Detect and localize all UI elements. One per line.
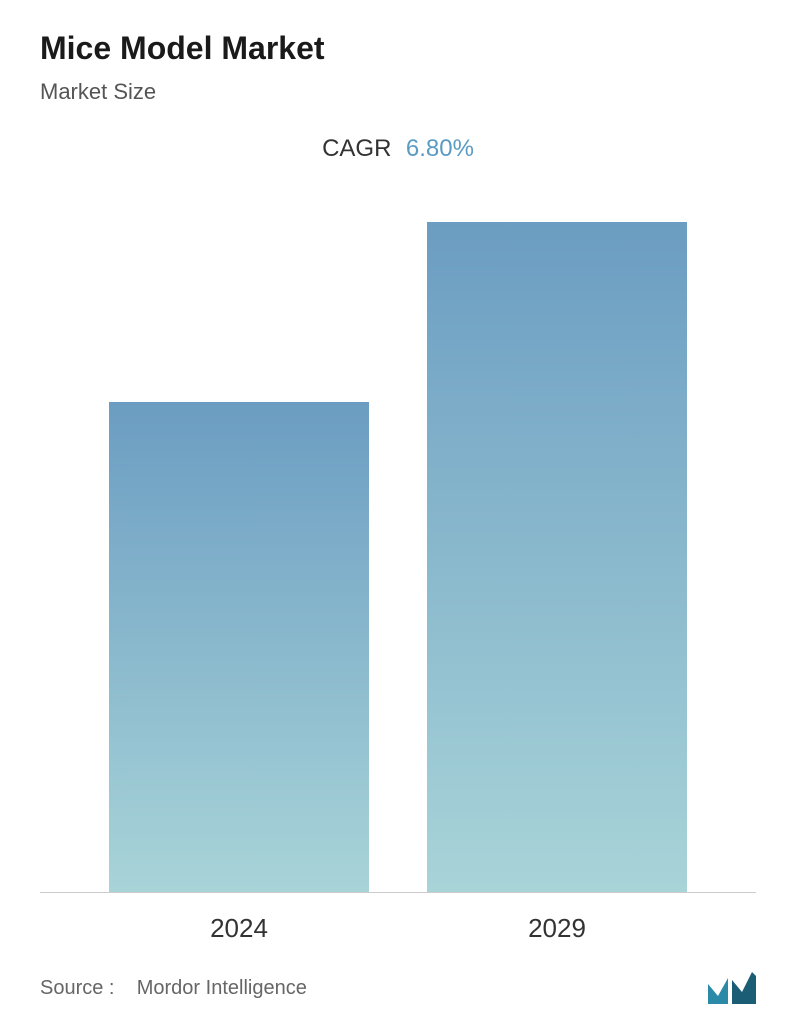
- mordor-logo-icon: [708, 972, 756, 1004]
- bar-wrapper: [99, 402, 379, 892]
- source-attribution: Source : Mordor Intelligence: [40, 977, 307, 1000]
- x-axis-labels: 2024 2029: [40, 893, 756, 944]
- cagr-value: 6.80%: [406, 135, 474, 162]
- x-axis-label: 2024: [99, 913, 379, 944]
- cagr-container: CAGR 6.80%: [40, 135, 756, 163]
- cagr-label: CAGR: [322, 135, 391, 162]
- source-label: Source :: [40, 977, 114, 999]
- chart-bar: [109, 402, 369, 892]
- source-name: Mordor Intelligence: [137, 977, 307, 999]
- chart-bar: [427, 222, 687, 892]
- bar-wrapper: [417, 222, 697, 892]
- chart-title: Mice Model Market: [40, 30, 756, 67]
- chart-subtitle: Market Size: [40, 79, 756, 105]
- bar-chart: [40, 223, 756, 893]
- chart-footer: Source : Mordor Intelligence: [40, 972, 756, 1004]
- x-axis-label: 2029: [417, 913, 697, 944]
